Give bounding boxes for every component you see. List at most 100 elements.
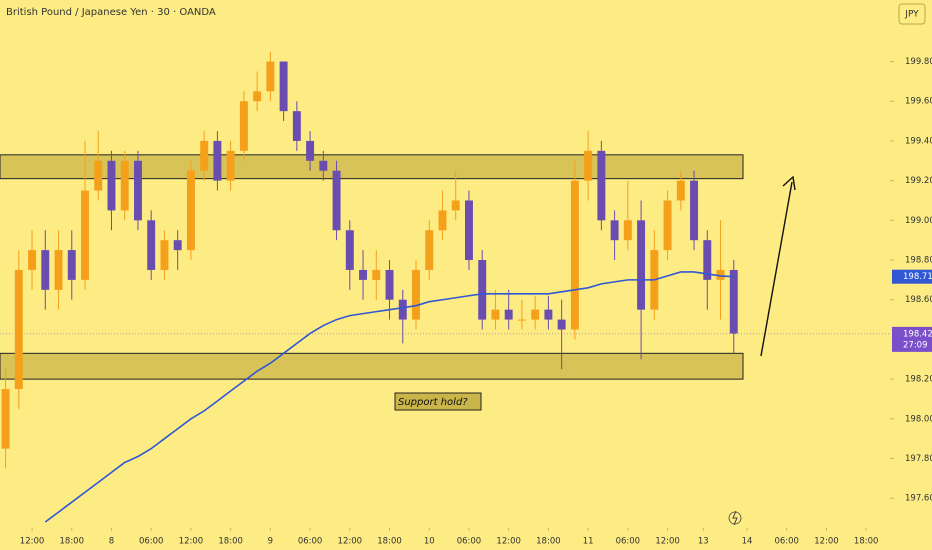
candle-body bbox=[663, 200, 672, 251]
chart-title: British Pound / Japanese Yen · 30 · OAND… bbox=[6, 7, 216, 18]
y-tick-label: 199.600 bbox=[905, 97, 932, 107]
candle-body bbox=[160, 240, 169, 270]
x-tick-label: 18:00 bbox=[854, 537, 879, 547]
x-tick-label: 12:00 bbox=[338, 537, 363, 547]
x-tick-label: 06:00 bbox=[139, 537, 164, 547]
candle-body bbox=[253, 91, 262, 102]
x-tick-label: 12:00 bbox=[814, 537, 839, 547]
x-tick-label: 11 bbox=[583, 537, 594, 547]
y-tick-label: 199.000 bbox=[905, 216, 932, 226]
candle-body bbox=[41, 250, 50, 290]
candle-body bbox=[186, 170, 195, 251]
y-tick-label: 197.600 bbox=[905, 494, 932, 504]
x-tick-label: 13 bbox=[698, 537, 709, 547]
candle-body bbox=[332, 170, 341, 231]
x-tick-label: 12:00 bbox=[179, 537, 204, 547]
candle-body bbox=[226, 150, 235, 181]
arrow-head bbox=[782, 175, 796, 191]
candle-body bbox=[623, 220, 632, 241]
candle-body bbox=[504, 309, 513, 320]
candle-body bbox=[345, 230, 354, 270]
candle-body bbox=[81, 190, 89, 280]
candle-body bbox=[1, 389, 10, 449]
candle-body bbox=[14, 269, 23, 390]
y-tick-label: 198.600 bbox=[905, 295, 932, 305]
candle-body bbox=[239, 101, 248, 151]
y-tick-label: 198.200 bbox=[905, 375, 932, 385]
candle-body bbox=[107, 160, 116, 211]
candle-body bbox=[200, 140, 209, 171]
candle-body bbox=[94, 160, 103, 191]
candle-body bbox=[173, 240, 182, 251]
candle-body bbox=[584, 150, 593, 181]
x-tick-label: 06:00 bbox=[457, 537, 482, 547]
arrow-shaft bbox=[760, 181, 793, 357]
x-tick-label: 14 bbox=[742, 537, 753, 547]
candle-body bbox=[213, 140, 222, 181]
candle-body bbox=[729, 269, 738, 334]
candle-body bbox=[398, 299, 407, 320]
candle-body bbox=[412, 269, 420, 320]
candle-body bbox=[279, 61, 288, 112]
candle-body bbox=[372, 269, 381, 280]
candle-body bbox=[359, 269, 368, 280]
candle-body bbox=[266, 61, 275, 92]
x-tick-label: 8 bbox=[109, 537, 114, 547]
flash-icon bbox=[732, 510, 738, 526]
candle-body bbox=[557, 319, 566, 330]
x-tick-label: 12:00 bbox=[655, 537, 680, 547]
zone bbox=[0, 352, 744, 380]
candle-body bbox=[491, 309, 500, 320]
countdown: 27:09 bbox=[903, 340, 928, 350]
moving-average bbox=[44, 271, 734, 523]
zone bbox=[0, 154, 744, 180]
x-tick-label: 9 bbox=[268, 537, 273, 547]
y-tick-label: 197.800 bbox=[905, 454, 932, 464]
candle-body bbox=[292, 111, 301, 141]
x-tick-label: 10 bbox=[424, 537, 435, 547]
y-tick-label: 199.200 bbox=[905, 176, 932, 186]
candle-body bbox=[610, 220, 619, 241]
candle-body bbox=[517, 319, 526, 321]
annotation: Support hold? bbox=[398, 397, 468, 408]
candle-body bbox=[690, 180, 699, 241]
candle-body bbox=[478, 260, 487, 320]
candle-body bbox=[531, 309, 540, 320]
currency-label: JPY bbox=[904, 10, 919, 20]
x-tick-label: 18:00 bbox=[536, 537, 561, 547]
candle-body bbox=[133, 160, 142, 221]
candle-body bbox=[425, 230, 434, 270]
x-tick-label: 06:00 bbox=[774, 537, 799, 547]
ma-badge bbox=[892, 269, 932, 284]
x-tick-label: 06:00 bbox=[298, 537, 323, 547]
candle-body bbox=[676, 180, 685, 201]
x-tick-label: 12:00 bbox=[20, 537, 45, 547]
x-tick-label: 18:00 bbox=[60, 537, 85, 547]
x-tick-label: 12:00 bbox=[496, 537, 521, 547]
candle-body bbox=[716, 269, 725, 280]
candle-body bbox=[147, 220, 156, 270]
plot-layer: 197.600 197.800 198.000 198.200 198.600 198.8… bbox=[0, 51, 932, 547]
x-tick-label: 18:00 bbox=[218, 537, 243, 547]
annotation-box bbox=[394, 392, 482, 411]
x-tick-label: 18:00 bbox=[377, 537, 402, 547]
candle-body bbox=[385, 269, 394, 300]
candle-body bbox=[120, 160, 129, 211]
candle-body bbox=[67, 250, 76, 280]
y-tick-label: 199.400 bbox=[905, 136, 932, 146]
candle-body bbox=[306, 140, 315, 161]
candle-body bbox=[451, 200, 460, 211]
candle-body bbox=[544, 309, 553, 320]
flash-icon-ring bbox=[728, 511, 742, 525]
y-tick-label: 198.000 bbox=[905, 414, 932, 424]
candle-body bbox=[464, 200, 473, 261]
ma-badge-label: 198.716 bbox=[903, 272, 932, 282]
candle-body bbox=[570, 180, 579, 330]
x-tick-label: 06:00 bbox=[616, 537, 641, 547]
y-tick-label: 199.800 bbox=[905, 57, 932, 67]
candle-body bbox=[319, 160, 328, 171]
candle-body bbox=[637, 220, 646, 310]
price-badge bbox=[892, 326, 932, 352]
